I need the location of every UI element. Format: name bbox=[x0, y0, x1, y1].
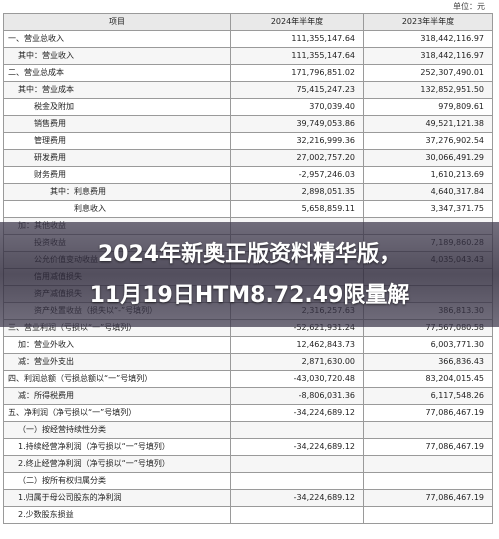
value-2023: 366,836.43 bbox=[363, 353, 493, 371]
value-2023: 77,086,467.19 bbox=[363, 489, 493, 507]
table-row: 其中：利息费用 2,898,051.35 4,640,317.84 bbox=[3, 183, 493, 201]
row-label: 一、营业总收入 bbox=[3, 30, 231, 48]
value-2023: 6,003,771.30 bbox=[363, 336, 493, 354]
row-label: 其中：营业成本 bbox=[3, 81, 231, 99]
column-header-2024: 2024年半年度 bbox=[230, 13, 364, 31]
value-2024: 370,039.40 bbox=[230, 98, 364, 116]
row-label: （一）按经营持续性分类 bbox=[3, 421, 231, 439]
table-row: 2.终止经营净利润（净亏损以“一”号填列） bbox=[3, 455, 493, 473]
row-label: 2.少数股东损益 bbox=[3, 506, 231, 524]
value-2024 bbox=[230, 421, 364, 439]
value-2023: 6,117,548.26 bbox=[363, 387, 493, 405]
value-2024: -43,030,720.48 bbox=[230, 370, 364, 388]
value-2024: 32,216,999.36 bbox=[230, 132, 364, 150]
row-label: 财务费用 bbox=[3, 166, 231, 184]
row-label: 管理费用 bbox=[3, 132, 231, 150]
value-2024: 171,796,851.02 bbox=[230, 64, 364, 82]
value-2024: 27,002,757.20 bbox=[230, 149, 364, 167]
value-2023: 318,442,116.97 bbox=[363, 30, 493, 48]
table-row: 管理费用 32,216,999.36 37,276,902.54 bbox=[3, 132, 493, 150]
row-label: 加：营业外收入 bbox=[3, 336, 231, 354]
table-row: 2.少数股东损益 bbox=[3, 506, 493, 524]
value-2024: 12,462,843.73 bbox=[230, 336, 364, 354]
row-label: 税金及附加 bbox=[3, 98, 231, 116]
row-label: 2.终止经营净利润（净亏损以“一”号填列） bbox=[3, 455, 231, 473]
table-row: 加：营业外收入 12,462,843.73 6,003,771.30 bbox=[3, 336, 493, 354]
table-row: 税金及附加 370,039.40 979,809.61 bbox=[3, 98, 493, 116]
table-row: 五、净利润（净亏损以“一”号填列） -34,224,689.12 77,086,46… bbox=[3, 404, 493, 422]
overlay-banner bbox=[0, 222, 499, 327]
table-row: 一、营业总收入 111,355,147.64 318,442,116.97 bbox=[3, 30, 493, 48]
value-2024: 111,355,147.64 bbox=[230, 47, 364, 65]
value-2024: 2,871,630.00 bbox=[230, 353, 364, 371]
value-2024 bbox=[230, 472, 364, 490]
row-label: 减：所得税费用 bbox=[3, 387, 231, 405]
table-row: 二、营业总成本 171,796,851.02 252,307,490.01 bbox=[3, 64, 493, 82]
table-row: 其中：营业成本 75,415,247.23 132,852,951.50 bbox=[3, 81, 493, 99]
value-2023: 979,809.61 bbox=[363, 98, 493, 116]
value-2024: 5,658,859.11 bbox=[230, 200, 364, 218]
row-label: 其中：营业收入 bbox=[3, 47, 231, 65]
value-2023 bbox=[363, 506, 493, 524]
value-2023: 77,086,467.19 bbox=[363, 438, 493, 456]
table-row: （一）按经营持续性分类 bbox=[3, 421, 493, 439]
row-label: 利息收入 bbox=[3, 200, 231, 218]
value-2023 bbox=[363, 421, 493, 439]
row-label: 销售费用 bbox=[3, 115, 231, 133]
table-row: 其中：营业收入 111,355,147.64 318,442,116.97 bbox=[3, 47, 493, 65]
value-2023: 49,521,121.38 bbox=[363, 115, 493, 133]
value-2023 bbox=[363, 455, 493, 473]
value-2024 bbox=[230, 506, 364, 524]
row-label: （二）按所有权归属分类 bbox=[3, 472, 231, 490]
row-label: 1.归属于母公司股东的净利润 bbox=[3, 489, 231, 507]
value-2024: -8,806,031.36 bbox=[230, 387, 364, 405]
row-label: 研发费用 bbox=[3, 149, 231, 167]
table-row: 利息收入 5,658,859.11 3,347,371.75 bbox=[3, 200, 493, 218]
unit-label: 单位：元 bbox=[453, 2, 485, 11]
value-2024 bbox=[230, 455, 364, 473]
row-label: 二、营业总成本 bbox=[3, 64, 231, 82]
value-2023: 252,307,490.01 bbox=[363, 64, 493, 82]
table-row: （二）按所有权归属分类 bbox=[3, 472, 493, 490]
value-2023: 3,347,371.75 bbox=[363, 200, 493, 218]
row-label: 四、利润总额（亏损总额以“一”号填列） bbox=[3, 370, 231, 388]
value-2024: 75,415,247.23 bbox=[230, 81, 364, 99]
table-row: 减：所得税费用 -8,806,031.36 6,117,548.26 bbox=[3, 387, 493, 405]
value-2023: 30,066,491.29 bbox=[363, 149, 493, 167]
column-header-item: 项目 bbox=[3, 13, 231, 31]
value-2023: 4,640,317.84 bbox=[363, 183, 493, 201]
table-header-row: 项目 2024年半年度 2023年半年度 bbox=[3, 13, 493, 31]
table-row: 1.持续经营净利润（净亏损以“一”号填列） -34,224,689.12 77,08… bbox=[3, 438, 493, 456]
column-header-2023: 2023年半年度 bbox=[363, 13, 493, 31]
value-2024: -34,224,689.12 bbox=[230, 489, 364, 507]
row-label: 1.持续经营净利润（净亏损以“一”号填列） bbox=[3, 438, 231, 456]
value-2024: 39,749,053.86 bbox=[230, 115, 364, 133]
value-2023: 318,442,116.97 bbox=[363, 47, 493, 65]
table-row: 四、利润总额（亏损总额以“一”号填列） -43,030,720.48 83,204,… bbox=[3, 370, 493, 388]
value-2023 bbox=[363, 472, 493, 490]
overlay-headline-line2: 11月19日HTM8.72.49限量解 bbox=[89, 283, 410, 308]
value-2023: 83,204,015.45 bbox=[363, 370, 493, 388]
value-2024: -34,224,689.12 bbox=[230, 438, 364, 456]
table-row: 减：营业外支出 2,871,630.00 366,836.43 bbox=[3, 353, 493, 371]
table-row: 财务费用 -2,957,246.03 1,610,213.69 bbox=[3, 166, 493, 184]
row-label: 五、净利润（净亏损以“一”号填列） bbox=[3, 404, 231, 422]
overlay-headline-line1: 2024年新奥正版资料精华版， bbox=[97, 242, 402, 267]
value-2024: 2,898,051.35 bbox=[230, 183, 364, 201]
table-row: 销售费用 39,749,053.86 49,521,121.38 bbox=[3, 115, 493, 133]
value-2023: 77,086,467.19 bbox=[363, 404, 493, 422]
row-label: 减：营业外支出 bbox=[3, 353, 231, 371]
value-2024: -34,224,689.12 bbox=[230, 404, 364, 422]
value-2024: -2,957,246.03 bbox=[230, 166, 364, 184]
value-2023: 37,276,902.54 bbox=[363, 132, 493, 150]
row-label: 其中：利息费用 bbox=[3, 183, 231, 201]
table-row: 1.归属于母公司股东的净利润 -34,224,689.12 77,086,467.1… bbox=[3, 489, 493, 507]
value-2023: 1,610,213.69 bbox=[363, 166, 493, 184]
table-row: 研发费用 27,002,757.20 30,066,491.29 bbox=[3, 149, 493, 167]
value-2023: 132,852,951.50 bbox=[363, 81, 493, 99]
value-2024: 111,355,147.64 bbox=[230, 30, 364, 48]
